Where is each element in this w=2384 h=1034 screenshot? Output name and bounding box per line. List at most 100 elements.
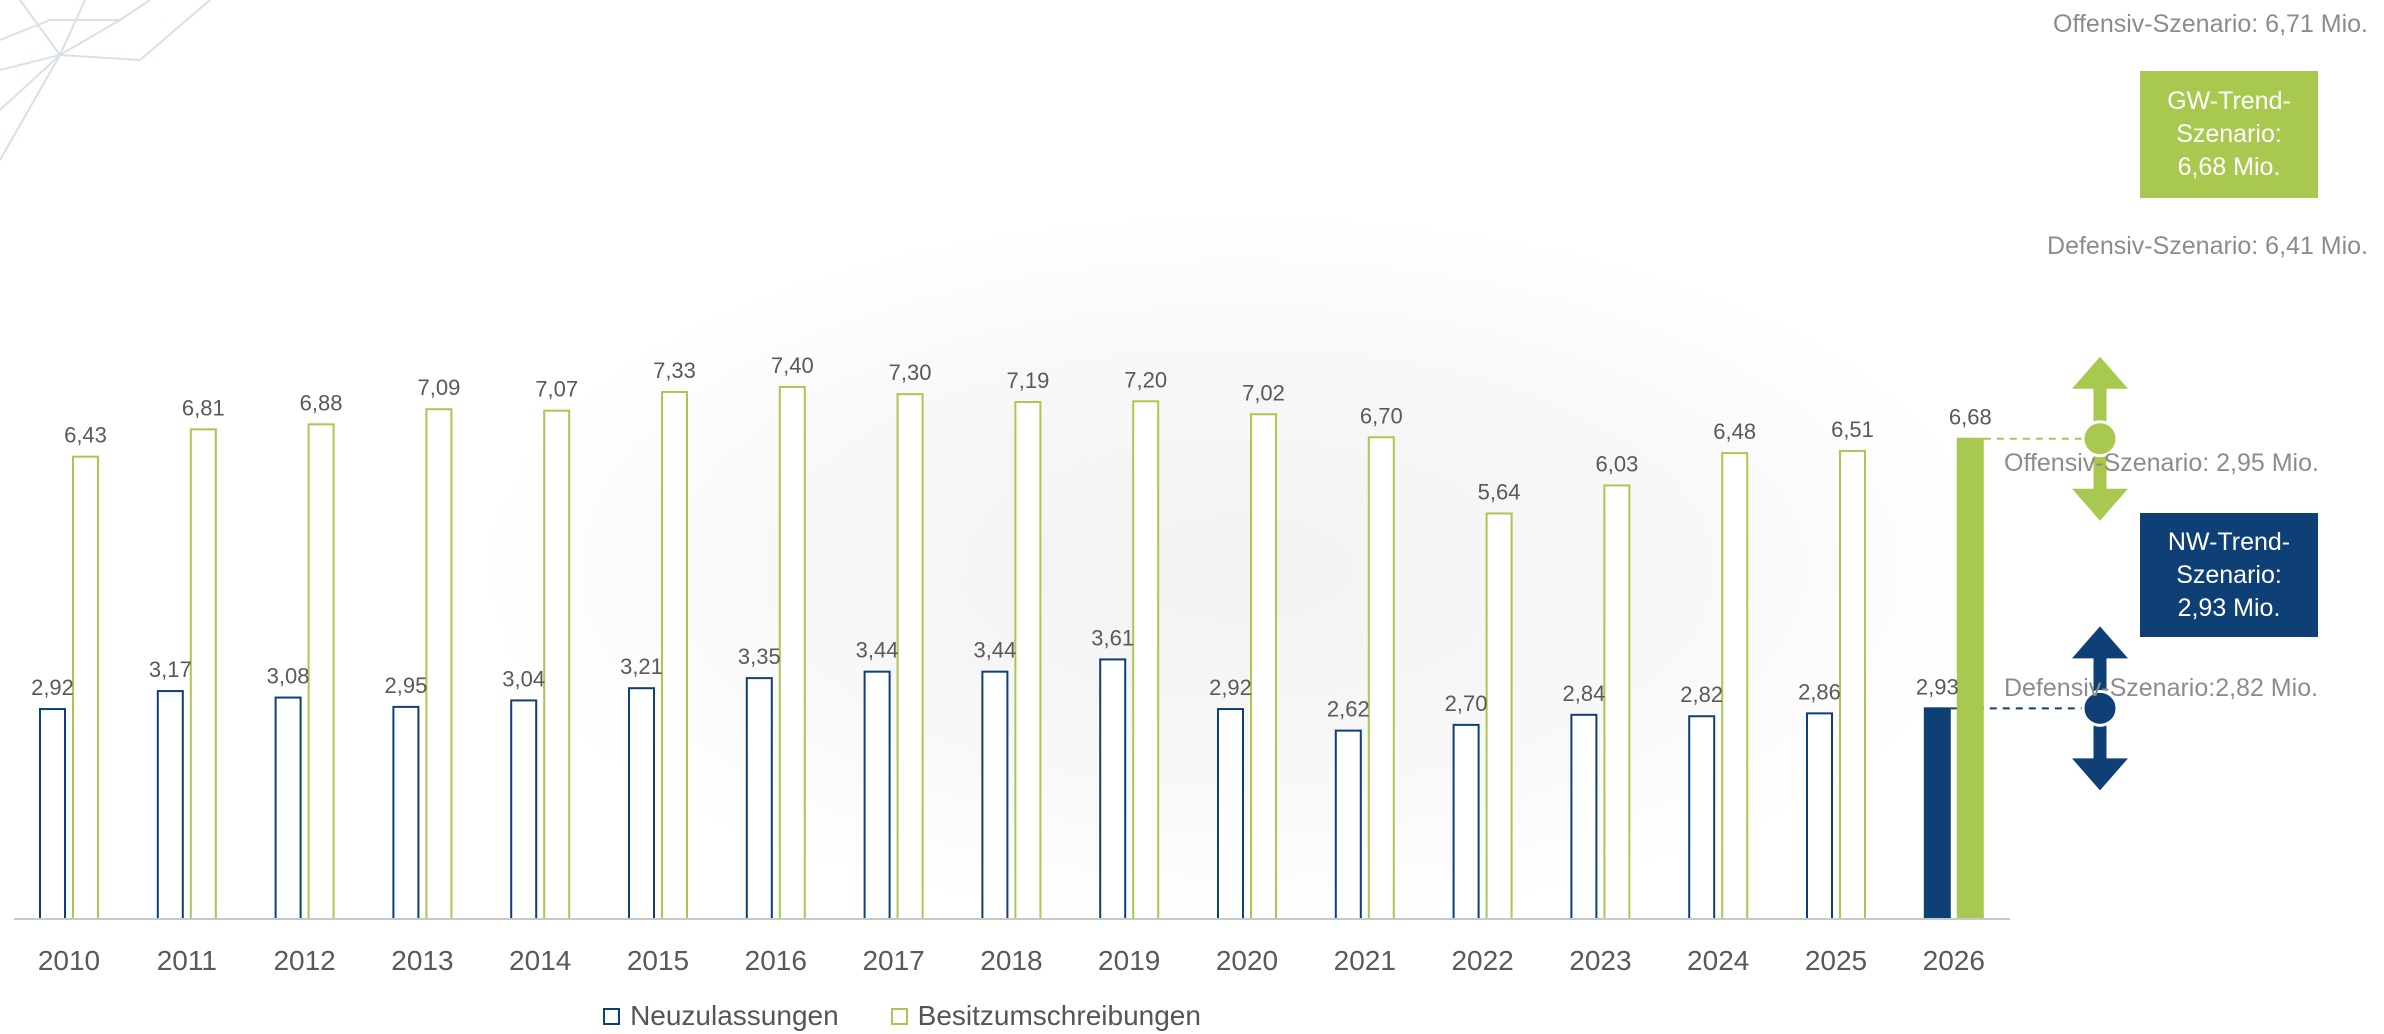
value-label-besitzumschreibungen-2023: 6,03 [1595, 451, 1638, 476]
value-label-besitzumschreibungen-2010: 6,43 [64, 423, 107, 448]
value-label-besitzumschreibungen-2012: 6,88 [300, 390, 343, 415]
value-label-besitzumschreibungen-2021: 6,70 [1360, 403, 1403, 428]
bar-besitzumschreibungen-2025 [1839, 449, 1866, 920]
gw-offensiv-label: Offensiv-Szenario: 6,71 Mio. [2053, 10, 2368, 38]
value-label-besitzumschreibungen-2015: 7,33 [653, 358, 696, 383]
value-label-neuzulassungen-2017: 3,44 [856, 638, 899, 663]
value-label-besitzumschreibungen-2022: 5,64 [1478, 479, 1521, 504]
bar-besitzumschreibungen-2022 [1485, 512, 1513, 920]
value-label-besitzumschreibungen-2018: 7,19 [1006, 368, 1049, 393]
legend-item-besitzumschreibungen: Besitzumschreibungen [890, 1000, 1201, 1032]
x-tick-2011: 2011 [157, 945, 217, 976]
bar-neuzulassungen-2010 [39, 708, 66, 920]
x-tick-2017: 2017 [862, 945, 924, 976]
legend-swatch-besitzumschreibungen [890, 1007, 908, 1025]
bar-besitzumschreibungen-2024 [1721, 452, 1749, 920]
bar-neuzulassungen-2018 [981, 670, 1009, 920]
nw-trend-line2: Szenario: [2176, 560, 2282, 589]
x-tick-2022: 2022 [1451, 945, 1513, 976]
value-label-besitzumschreibungen-2019: 7,20 [1124, 367, 1167, 392]
gw-trend-box: GW-Trend- Szenario: 6,68 Mio. [2140, 71, 2318, 198]
value-label-neuzulassungen-2020: 2,92 [1209, 675, 1252, 700]
value-label-besitzumschreibungen-2024: 6,48 [1713, 419, 1756, 444]
value-label-neuzulassungen-2015: 3,21 [620, 654, 663, 679]
bar-neuzulassungen-2020 [1217, 708, 1244, 920]
nw-trend-line1: NW-Trend- [2167, 527, 2291, 556]
value-label-neuzulassungen-2012: 3,08 [267, 664, 310, 689]
value-label-neuzulassungen-2022: 2,70 [1445, 691, 1488, 716]
bar-neuzulassungen-2017 [863, 670, 891, 920]
bar-neuzulassungen-2016 [745, 677, 773, 921]
gw-trend-line3: 6,68 Mio. [2177, 153, 2281, 181]
value-label-neuzulassungen-2026: 2,93 [1916, 674, 1959, 699]
x-tick-2018: 2018 [980, 945, 1042, 976]
bar-neuzulassungen-2026 [1923, 707, 1951, 921]
value-label-neuzulassungen-2011: 3,17 [149, 657, 192, 682]
value-label-neuzulassungen-2013: 2,95 [384, 673, 427, 698]
legend-label-neuzulassungen: Neuzulassungen [630, 1000, 839, 1031]
legend-item-neuzulassungen: Neuzulassungen [603, 1000, 839, 1032]
legend: Neuzulassungen Besitzumschreibungen [0, 1000, 2094, 1032]
value-label-neuzulassungen-2025: 2,86 [1798, 679, 1841, 704]
value-label-neuzulassungen-2021: 2,62 [1327, 697, 1370, 722]
bar-besitzumschreibungen-2015 [661, 390, 688, 920]
gw-scenario-arrow-up-head [2072, 356, 2128, 389]
value-label-besitzumschreibungen-2013: 7,09 [417, 375, 460, 400]
bar-besitzumschreibungen-2017 [896, 393, 924, 920]
value-label-besitzumschreibungen-2020: 7,02 [1242, 380, 1285, 405]
value-label-neuzulassungen-2023: 2,84 [1562, 681, 1605, 706]
nw-scenario-arrow-marker [2081, 689, 2119, 727]
bar-besitzumschreibungen-2011 [189, 428, 217, 920]
bar-neuzulassungen-2012 [274, 696, 302, 920]
network-decoration [0, 0, 211, 161]
value-label-besitzumschreibungen-2017: 7,30 [889, 360, 932, 385]
bar-besitzumschreibungen-2019 [1132, 400, 1160, 920]
gw-scenario-arrow-down-head [2072, 488, 2128, 521]
nw-trend-line3: 2,93 Mio. [2177, 593, 2281, 622]
legend-label-besitzumschreibungen: Besitzumschreibungen [917, 1000, 1201, 1031]
x-tick-2021: 2021 [1334, 945, 1396, 976]
value-label-besitzumschreibungen-2016: 7,40 [771, 353, 814, 378]
nw-scenario-arrow-up-head [2072, 626, 2128, 659]
value-label-besitzumschreibungen-2025: 6,51 [1831, 417, 1874, 442]
x-tick-2015: 2015 [627, 945, 689, 976]
bar-besitzumschreibungen-2020 [1250, 413, 1277, 920]
bar-besitzumschreibungen-2014 [543, 409, 571, 920]
bar-besitzumschreibungen-2023 [1603, 484, 1631, 920]
value-label-neuzulassungen-2024: 2,82 [1680, 682, 1723, 707]
bar-neuzulassungen-2024 [1688, 715, 1716, 920]
bar-besitzumschreibungen-2012 [307, 423, 335, 920]
x-tick-2023: 2023 [1569, 945, 1631, 976]
x-tick-2013: 2013 [391, 945, 453, 976]
gw-trend-line2: Szenario: [2176, 120, 2282, 148]
bar-besitzumschreibungen-2021 [1367, 436, 1395, 920]
value-label-neuzulassungen-2018: 3,44 [973, 638, 1016, 663]
legend-swatch-neuzulassungen [603, 1007, 621, 1025]
bar-besitzumschreibungen-2026 [1956, 437, 1984, 920]
value-label-besitzumschreibungen-2011: 6,81 [182, 395, 225, 420]
gw-scenario-arrow-marker [2081, 420, 2119, 458]
value-label-neuzulassungen-2010: 2,92 [31, 675, 74, 700]
bar-besitzumschreibungen-2018 [1014, 401, 1042, 920]
bar-neuzulassungen-2021 [1334, 729, 1362, 921]
bar-neuzulassungen-2013 [392, 705, 420, 921]
bar-neuzulassungen-2019 [1099, 658, 1127, 920]
bar-neuzulassungen-2023 [1570, 713, 1598, 921]
value-label-neuzulassungen-2019: 3,61 [1091, 625, 1134, 650]
value-label-neuzulassungen-2014: 3,04 [502, 666, 545, 691]
x-tick-2016: 2016 [745, 945, 807, 976]
bar-neuzulassungen-2022 [1452, 723, 1480, 920]
bar-besitzumschreibungen-2016 [778, 385, 806, 920]
value-label-besitzumschreibungen-2026: 6,68 [1949, 405, 1992, 430]
value-label-neuzulassungen-2016: 3,35 [738, 644, 781, 669]
x-tick-2010: 2010 [38, 945, 100, 976]
nw-defensiv-label: Defensiv-Szenario:2,82 Mio. [2004, 674, 2319, 702]
gw-trend-line1: GW-Trend- [2167, 87, 2291, 115]
gw-defensiv-label: Defensiv-Szenario: 6,41 Mio. [2047, 232, 2368, 260]
bar-neuzulassungen-2015 [628, 687, 655, 920]
nw-trend-box: NW-Trend- Szenario: 2,93 Mio. [2140, 513, 2318, 637]
value-label-besitzumschreibungen-2014: 7,07 [535, 377, 578, 402]
nw-scenario-arrow-down-head [2072, 758, 2128, 791]
x-tick-2025: 2025 [1805, 945, 1867, 976]
